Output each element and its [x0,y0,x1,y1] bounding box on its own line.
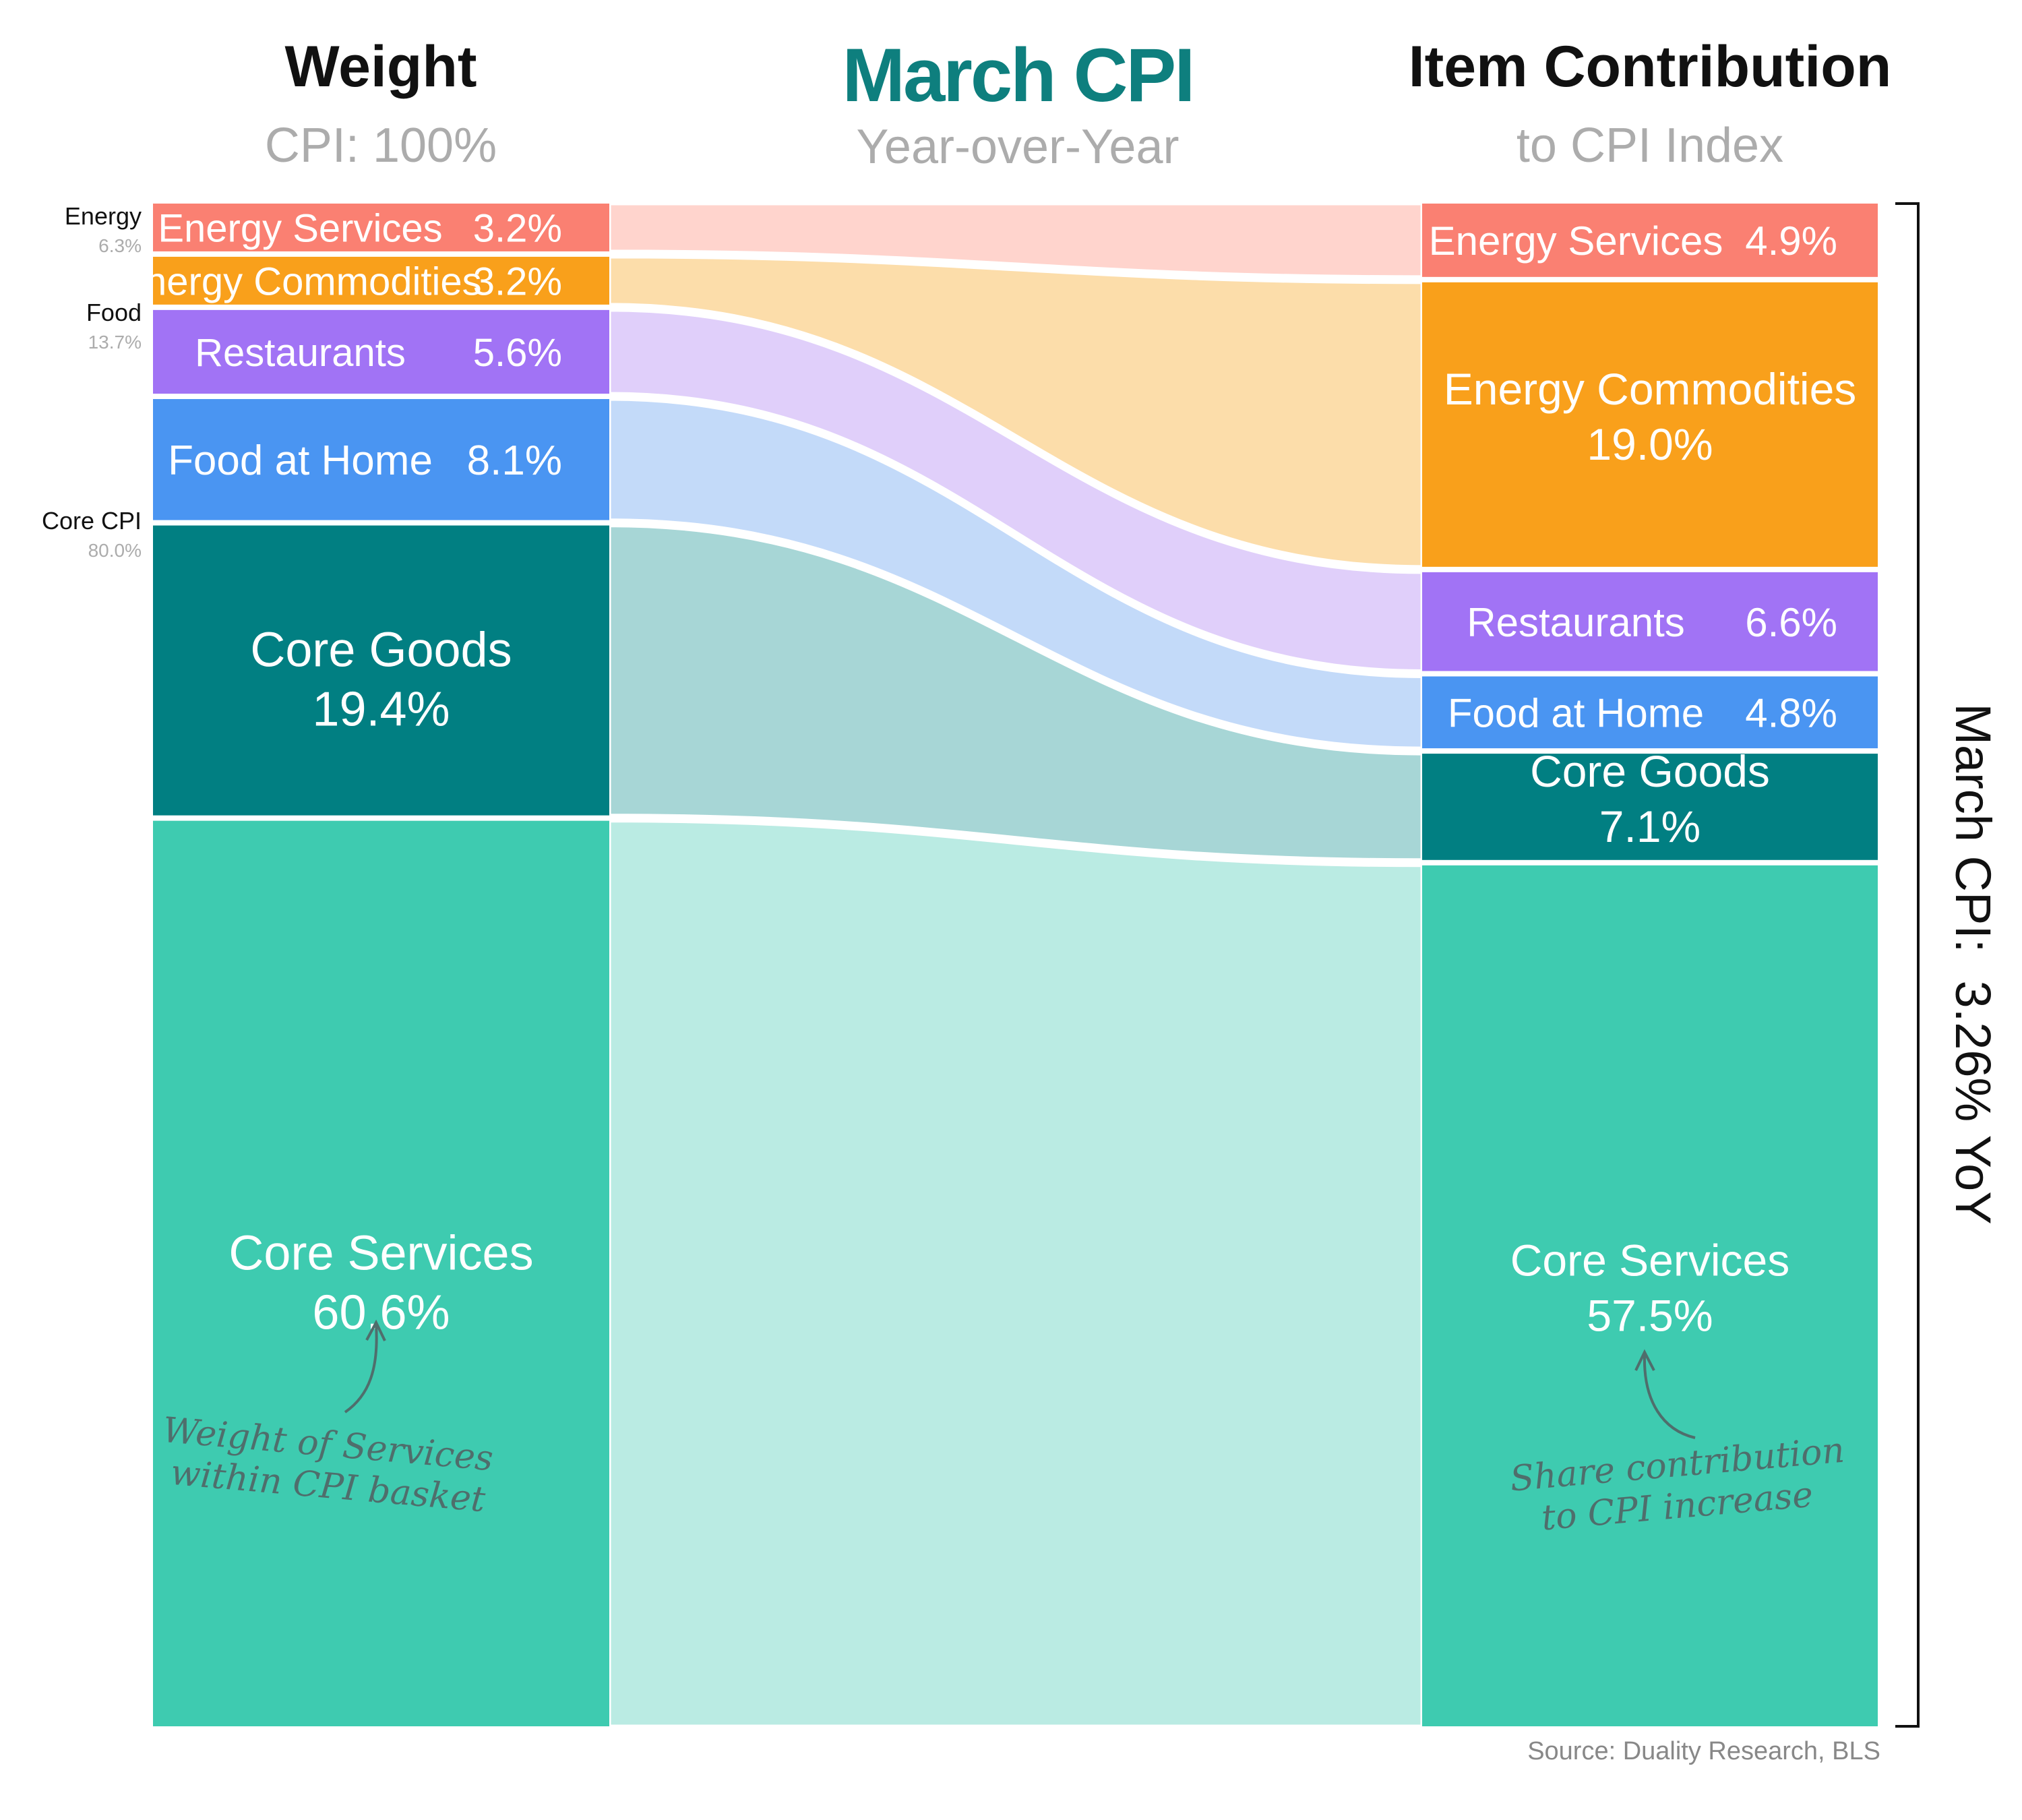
weight-bar-food-at-home [153,399,609,520]
weight-value-restaurants: 5.6% [473,331,562,375]
right-column-subtitle: to CPI Index [1516,119,1783,173]
contribution-value-core-goods: 7.1% [1599,801,1701,851]
flow-energy-commodities [607,255,1424,569]
group-label-energy: Energy [65,202,142,230]
contribution-value-energy-commodities: 19.0% [1587,419,1713,469]
contribution-bar-energy-services [1422,204,1878,277]
group-label-core-cpi: Core CPI [42,507,142,535]
contribution-name-core-goods: Core Goods [1530,746,1770,796]
total-bracket [1895,202,1920,1728]
contribution-name-energy-commodities: Energy Commodities [1444,364,1857,414]
contribution-bar-core-goods [1422,754,1878,860]
group-value-energy: 6.3% [98,235,142,256]
weight-name-energy-commodities: Energy Commodities [119,260,481,303]
weight-bar-energy-services [153,204,609,251]
left-column-title: Weight [284,34,477,99]
contribution-bar-core-services [1422,865,1878,1726]
weight-bar-core-goods [153,525,609,816]
contribution-name-restaurants: Restaurants [1467,600,1685,645]
contribution-bar-energy-commodities [1422,282,1878,567]
chart-title: March CPI [842,33,1194,117]
flow-core-goods [607,524,1424,862]
contribution-bar-food-at-home [1422,676,1878,749]
flow-layer [607,202,1424,1728]
bar-layer [153,204,1878,1726]
weight-bar-restaurants [153,309,609,394]
right-annotation-arrow [1643,1354,1696,1439]
weight-name-restaurants: Restaurants [195,331,406,375]
contribution-value-energy-services: 4.9% [1745,218,1837,264]
contribution-value-core-services: 57.5% [1587,1290,1713,1340]
contribution-name-core-services: Core Services [1510,1235,1789,1285]
weight-name-core-services: Core Services [228,1226,533,1280]
label-layer: Energy Services 3.2% Energy Services 4.9% En… [119,206,1856,1340]
group-value-food: 13.7% [88,332,142,353]
left-annotation-arrow [344,1324,378,1414]
contribution-name-food-at-home: Food at Home [1448,690,1704,735]
weight-bar-energy-commodities [153,256,609,305]
group-label-food: Food [86,299,142,326]
total-cpi-label: March CPI: 3.26% YoY [1945,703,2001,1224]
group-value-core-cpi: 80.0% [88,540,142,561]
weight-name-food-at-home: Food at Home [168,437,433,484]
left-annotation-arrowhead [365,1319,386,1341]
weight-bar-core-services [153,820,609,1726]
weight-value-food-at-home: 8.1% [467,437,562,484]
weight-value-core-goods: 19.4% [312,683,450,737]
right-column-title: Item Contribution [1409,34,1892,99]
right-annotation-arrowhead [1634,1349,1655,1371]
weight-name-energy-services: Energy Services [158,206,442,250]
source-note: Source: Duality Research, BLS [1527,1737,1880,1765]
chart-subtitle: Year-over-Year [857,120,1180,174]
flow-energy-services [607,202,1424,279]
contribution-value-restaurants: 6.6% [1745,600,1837,645]
flow-core-services [607,819,1424,1728]
weight-value-energy-commodities: 3.2% [473,260,562,303]
weight-name-core-goods: Core Goods [250,624,512,677]
contribution-bar-restaurants [1422,572,1878,671]
contribution-value-food-at-home: 4.8% [1745,690,1837,735]
contribution-name-energy-services: Energy Services [1429,218,1723,264]
weight-value-energy-services: 3.2% [473,206,562,250]
left-column-subtitle: CPI: 100% [265,119,497,173]
